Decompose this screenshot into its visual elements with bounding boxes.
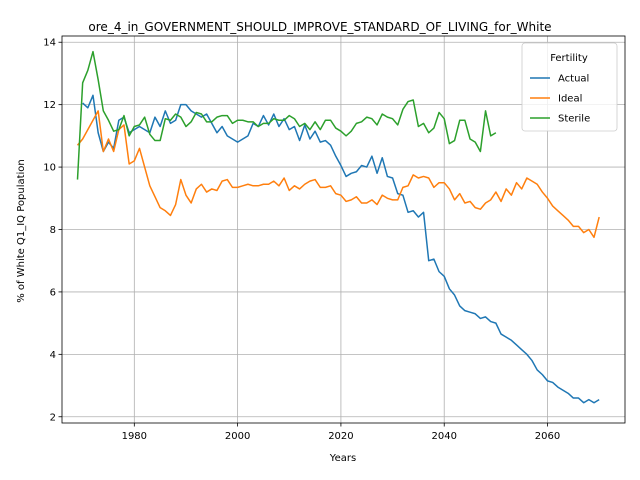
x-tick-label: 2020	[328, 431, 353, 442]
legend-label-ideal: Ideal	[558, 94, 582, 105]
x-tick-label: 2060	[535, 431, 560, 442]
legend-label-actual: Actual	[558, 74, 589, 85]
series-lines	[76, 50, 600, 404]
y-axis-label: % of White Q1_IQ Population	[16, 159, 27, 303]
x-tick-label: 1980	[122, 431, 147, 442]
y-tick-label: 4	[50, 350, 56, 361]
legend-label-sterile: Sterile	[558, 114, 590, 125]
legend-entries: Actual Ideal Sterile	[530, 74, 590, 125]
y-tick-label: 6	[50, 287, 56, 298]
legend-box	[521, 42, 618, 132]
legend-title: Fertility	[550, 53, 588, 64]
series-line-sterile	[76, 50, 497, 180]
y-tick-label: 12	[43, 100, 56, 111]
y-tick-label: 14	[43, 38, 56, 49]
y-axis: 2 4 6 8 10 12 14	[43, 38, 62, 423]
y-tick-label: 8	[50, 225, 56, 236]
x-tick-label: 2040	[431, 431, 456, 442]
grid	[62, 36, 625, 423]
series-line-ideal	[76, 110, 600, 239]
chart-title: ore_4_in_GOVERNMENT_SHOULD_IMPROVE_STAND…	[88, 20, 551, 34]
y-tick-label: 2	[50, 412, 56, 423]
legend: Fertility Actual Ideal Sterile	[521, 42, 618, 132]
x-tick-label: 2000	[225, 431, 250, 442]
x-axis-label: Years	[329, 453, 356, 464]
y-tick-label: 10	[43, 163, 56, 174]
x-axis: 1980 2000 2020 2040 2060	[122, 423, 560, 442]
